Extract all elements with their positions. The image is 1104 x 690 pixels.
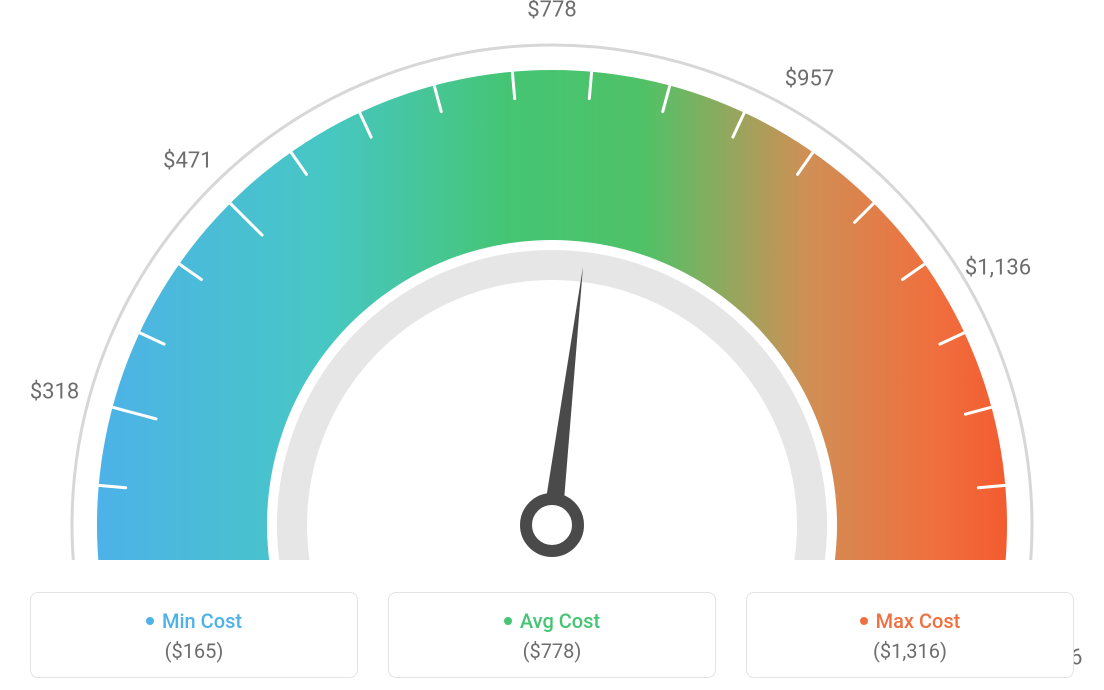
legend-title-avg: Avg Cost — [504, 609, 600, 633]
gauge-tick-label: $957 — [785, 66, 834, 91]
gauge-svg — [0, 0, 1104, 560]
legend-dot-avg — [504, 617, 512, 625]
legend-row: Min Cost ($165) Avg Cost ($778) Max Cost… — [0, 580, 1104, 690]
legend-dot-max — [860, 617, 868, 625]
legend-value-min: ($165) — [165, 639, 224, 663]
gauge-area: $165$318$471$778$957$1,136$1,316 — [0, 0, 1104, 560]
gauge-tick-label: $1,136 — [965, 255, 1031, 280]
legend-title-min-text: Min Cost — [162, 609, 242, 633]
legend-title-avg-text: Avg Cost — [520, 609, 600, 633]
cost-gauge-chart: $165$318$471$778$957$1,136$1,316 Min Cos… — [0, 0, 1104, 690]
gauge-needle — [542, 267, 583, 526]
gauge-hub — [526, 499, 578, 551]
legend-value-avg: ($778) — [523, 639, 582, 663]
legend-title-max-text: Max Cost — [876, 609, 961, 633]
gauge-tick-label: $778 — [527, 0, 576, 23]
gauge-tick-label: $318 — [30, 379, 79, 404]
legend-card-min: Min Cost ($165) — [30, 592, 358, 678]
legend-dot-min — [146, 617, 154, 625]
legend-card-max: Max Cost ($1,316) — [746, 592, 1074, 678]
legend-card-avg: Avg Cost ($778) — [388, 592, 716, 678]
legend-value-max: ($1,316) — [873, 639, 947, 663]
legend-title-min: Min Cost — [146, 609, 242, 633]
gauge-tick-label: $471 — [163, 148, 212, 173]
legend-title-max: Max Cost — [860, 609, 961, 633]
